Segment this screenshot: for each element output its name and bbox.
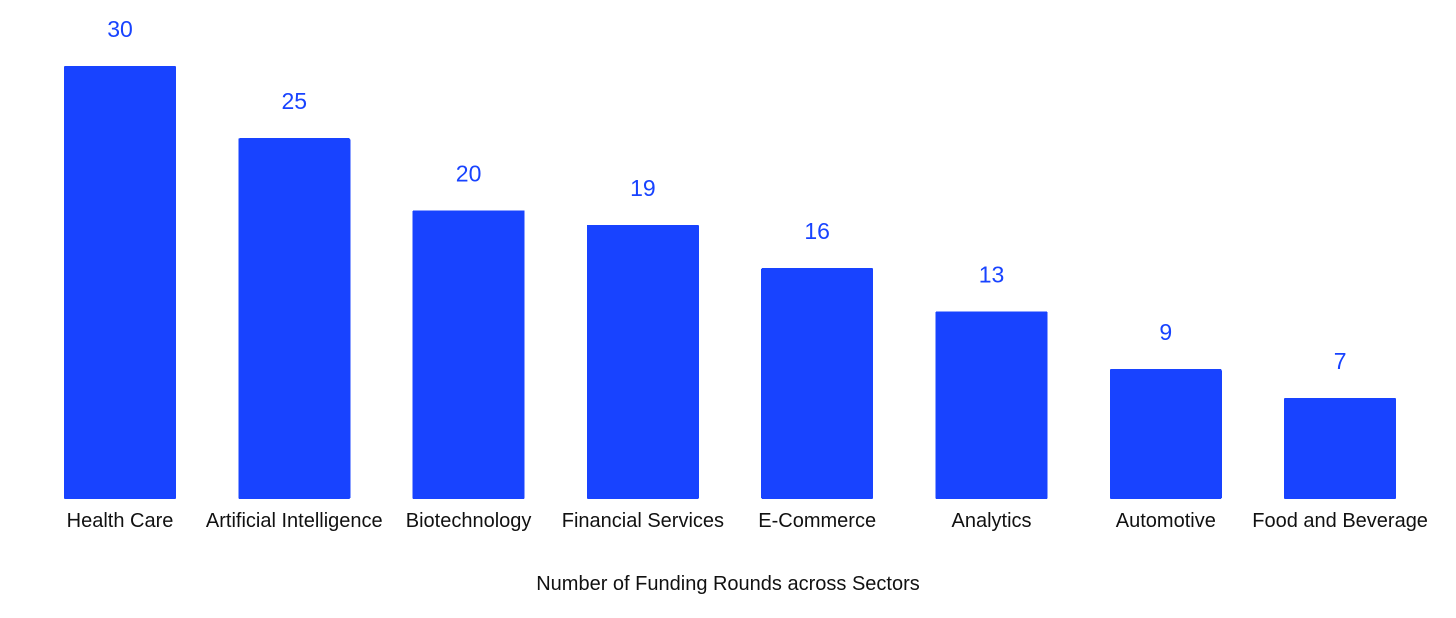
bar-e-commerce bbox=[761, 268, 874, 499]
bar-value-label: 13 bbox=[979, 261, 1005, 287]
x-tick-label: Biotechnology bbox=[406, 510, 532, 532]
x-tick-labels: Health Care Artificial Intelligence Biotec… bbox=[67, 510, 1428, 532]
x-tick-label: E-Commerce bbox=[758, 510, 876, 532]
x-axis-title: Number of Funding Rounds across Sectors bbox=[536, 573, 920, 595]
bar-analytics bbox=[935, 311, 1048, 499]
x-tick-label: Financial Services bbox=[562, 510, 724, 532]
bar-financial-services bbox=[586, 224, 699, 500]
bar-value-label: 25 bbox=[282, 88, 308, 114]
bar-food-and-beverage bbox=[1284, 398, 1397, 499]
x-tick-label: Analytics bbox=[951, 510, 1031, 532]
bar-value-label: 16 bbox=[804, 218, 830, 244]
value-labels-group: 30 25 20 19 16 13 9 7 bbox=[107, 16, 1346, 374]
bars-group bbox=[64, 66, 1397, 500]
x-tick-label: Automotive bbox=[1116, 510, 1216, 532]
bar-value-label: 30 bbox=[107, 16, 133, 42]
bar-value-label: 9 bbox=[1159, 319, 1172, 345]
bar-value-label: 7 bbox=[1334, 348, 1347, 374]
bar-value-label: 20 bbox=[456, 160, 482, 186]
bar-automotive bbox=[1109, 369, 1222, 499]
bar-value-label: 19 bbox=[630, 175, 656, 201]
bar-biotechnology bbox=[412, 210, 525, 500]
x-tick-label: Food and Beverage bbox=[1252, 510, 1428, 532]
bar-health-care bbox=[64, 66, 176, 499]
x-tick-label: Artificial Intelligence bbox=[206, 510, 383, 532]
x-tick-label: Health Care bbox=[67, 510, 174, 532]
bar-artificial-intelligence bbox=[238, 138, 351, 499]
